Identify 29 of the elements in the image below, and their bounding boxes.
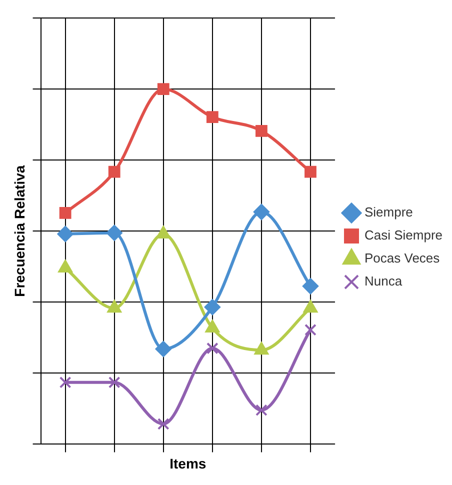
point: [206, 342, 218, 354]
point: [256, 404, 268, 416]
point: [205, 320, 220, 333]
x-axis-title: Items: [170, 455, 206, 472]
point: [155, 341, 172, 358]
point: [58, 260, 72, 273]
legend-label: Siempre: [364, 204, 413, 220]
point: [106, 224, 122, 241]
point: [108, 166, 120, 178]
point: [59, 376, 72, 388]
point: [304, 166, 316, 178]
point: [304, 324, 316, 336]
y-axis-title: Frecuencia Relativa: [11, 165, 28, 297]
legend-label: Nunca: [364, 274, 403, 289]
point: [302, 278, 318, 294]
point: [256, 124, 268, 137]
point: [108, 376, 120, 388]
point: [157, 83, 170, 95]
legend-label: Pocas Veces: [364, 250, 440, 266]
point: [107, 300, 122, 313]
point: [59, 207, 72, 219]
point: [206, 111, 218, 124]
point: [254, 342, 269, 355]
legend-label: Casi Siempre: [364, 228, 443, 243]
point: [204, 299, 220, 316]
point: [303, 300, 318, 313]
point: [157, 418, 170, 430]
point: [57, 226, 74, 242]
point: [253, 204, 270, 220]
